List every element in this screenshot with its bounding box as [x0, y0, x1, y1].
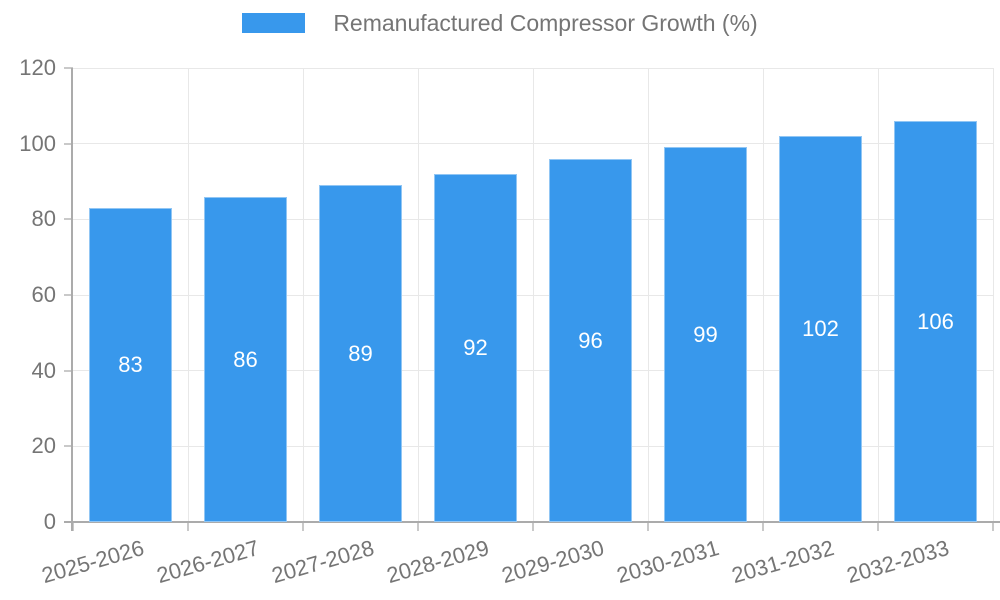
y-tick-label: 80 — [31, 206, 56, 232]
y-tick-label: 0 — [43, 509, 56, 534]
x-tick-label: 2029-2030 — [499, 535, 608, 589]
legend-label: Remanufactured Compressor Growth (%) — [333, 9, 758, 36]
x-tick-label: 2025-2026 — [39, 535, 148, 589]
x-tick-label: 2030-2031 — [614, 535, 723, 589]
bar-value-label: 102 — [802, 316, 839, 341]
bar[interactable] — [319, 185, 402, 522]
bar[interactable] — [664, 147, 747, 522]
bar[interactable] — [89, 208, 172, 522]
x-tick-label: 2026-2027 — [154, 535, 263, 589]
x-tick-label: 2028-2029 — [384, 535, 493, 589]
x-tick-label: 2032-2033 — [844, 535, 953, 589]
x-gridline — [647, 68, 649, 522]
y-tick-mark — [64, 445, 73, 448]
bar-value-label: 96 — [578, 327, 603, 353]
x-gridline — [992, 68, 994, 522]
bar[interactable] — [549, 159, 632, 522]
bar-value-label: 89 — [348, 340, 373, 366]
x-tick-mark — [187, 522, 189, 531]
x-tick-label: 2027-2028 — [269, 535, 378, 589]
x-tick-mark — [762, 522, 764, 531]
bar[interactable] — [779, 136, 862, 522]
x-gridline — [762, 68, 764, 522]
bar-value-label: 99 — [693, 321, 718, 347]
y-tick-label: 20 — [31, 433, 56, 459]
y-tick-mark — [64, 369, 73, 372]
y-tick-mark — [64, 67, 73, 69]
bar-value-label: 83 — [118, 352, 143, 377]
x-tick-mark — [647, 522, 649, 531]
bar-value-label: 86 — [233, 346, 258, 372]
x-tick-mark — [532, 522, 534, 531]
x-gridline — [532, 68, 534, 522]
bar-value-label: 92 — [463, 335, 488, 360]
x-gridline — [417, 68, 419, 522]
bar[interactable] — [434, 174, 517, 522]
x-tick-label: 2031-2032 — [729, 535, 838, 589]
y-tick-label: 120 — [19, 55, 56, 80]
x-tick-mark — [302, 522, 304, 531]
y-tick-mark — [64, 218, 73, 221]
x-tick-mark — [72, 522, 74, 531]
x-tick-mark — [877, 522, 879, 531]
y-tick-label: 100 — [19, 130, 56, 156]
x-gridline — [302, 68, 304, 522]
x-axis-line — [64, 521, 1000, 523]
y-axis-line — [71, 68, 73, 531]
legend-swatch[interactable] — [242, 13, 306, 33]
bar-value-label: 106 — [917, 308, 954, 334]
x-gridline — [187, 68, 189, 522]
y-tick-label: 40 — [31, 357, 56, 383]
x-gridline — [877, 68, 879, 522]
x-tick-mark — [992, 522, 994, 531]
y-tick-label: 60 — [31, 282, 56, 307]
bar[interactable] — [204, 197, 287, 522]
legend[interactable]: Remanufactured Compressor Growth (%) — [0, 0, 1000, 46]
bar[interactable] — [894, 121, 977, 522]
x-tick-mark — [417, 522, 419, 531]
y-tick-mark — [64, 142, 73, 145]
y-tick-mark — [64, 294, 73, 296]
